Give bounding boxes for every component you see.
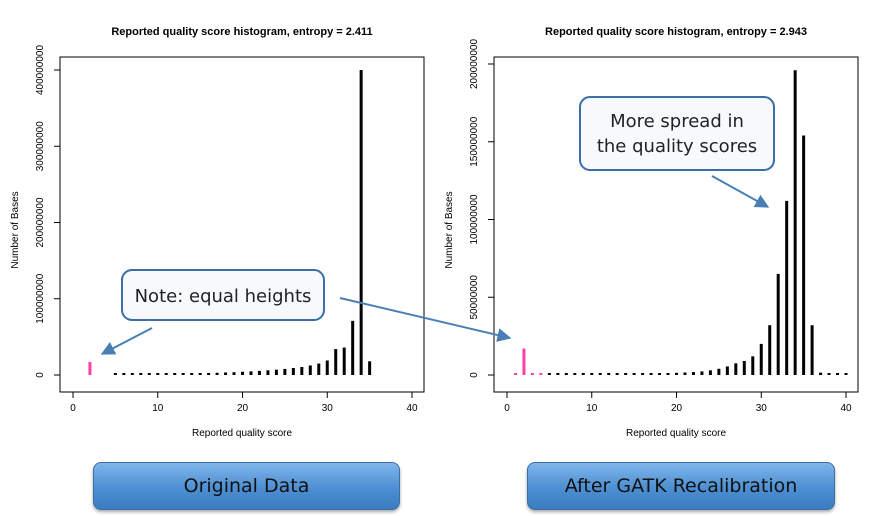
x-tick-label: 0 [70, 403, 76, 414]
y-tick-label: 100000000 [469, 194, 480, 244]
y-tick-label: 200000000 [35, 197, 46, 247]
plot-frame [59, 56, 425, 393]
caption-after-recalibration: After GATK Recalibration [527, 462, 835, 510]
x-tick-label: 30 [756, 403, 768, 414]
arrow-to-right-bar [339, 297, 512, 342]
histogram-recalibrated: Reported quality score histogram, entrop… [444, 26, 859, 439]
caption-label: Original Data [183, 475, 310, 497]
callout-text: Note: equal heights [135, 286, 312, 307]
y-tick-label: 400000000 [35, 45, 46, 95]
caption-label: After GATK Recalibration [564, 475, 798, 497]
callout-more-spread: More spread in the quality scores [579, 96, 775, 208]
callout-text-line1: More spread in [610, 111, 744, 132]
y-tick-label: 200000000 [469, 39, 480, 89]
y-tick-label: 100000000 [35, 273, 46, 323]
y-tick-label: 0 [469, 372, 480, 378]
arrow-to-left-bar [100, 327, 153, 355]
y-axis-label: Number of Bases [444, 191, 455, 268]
x-tick-label: 20 [237, 403, 249, 414]
x-tick-label: 40 [406, 403, 418, 414]
callout-box [121, 269, 325, 321]
callout-box [579, 96, 775, 171]
y-axis-label: Number of Bases [10, 191, 21, 268]
x-tick-label: 10 [152, 403, 164, 414]
chart-title: Reported quality score histogram, entrop… [545, 26, 807, 38]
x-tick-label: 20 [671, 403, 683, 414]
y-tick-label: 0 [35, 372, 46, 378]
chart-title: Reported quality score histogram, entrop… [111, 26, 372, 38]
y-tick-label: 150000000 [469, 116, 480, 166]
callout-text-line2: the quality scores [597, 136, 757, 157]
x-tick-label: 10 [586, 403, 598, 414]
callout-equal-heights: Note: equal heights [100, 269, 512, 355]
y-tick-label: 50000000 [469, 275, 480, 320]
y-tick-label: 300000000 [35, 121, 46, 171]
x-axis-label: Reported quality score [192, 428, 292, 439]
arrow-to-peak [711, 175, 770, 208]
x-axis-label: Reported quality score [626, 428, 726, 439]
histogram-original: Reported quality score histogram, entrop… [10, 26, 425, 439]
caption-original-data: Original Data [93, 462, 400, 510]
x-tick-label: 40 [840, 403, 852, 414]
x-tick-label: 30 [322, 403, 334, 414]
x-tick-label: 0 [504, 403, 510, 414]
